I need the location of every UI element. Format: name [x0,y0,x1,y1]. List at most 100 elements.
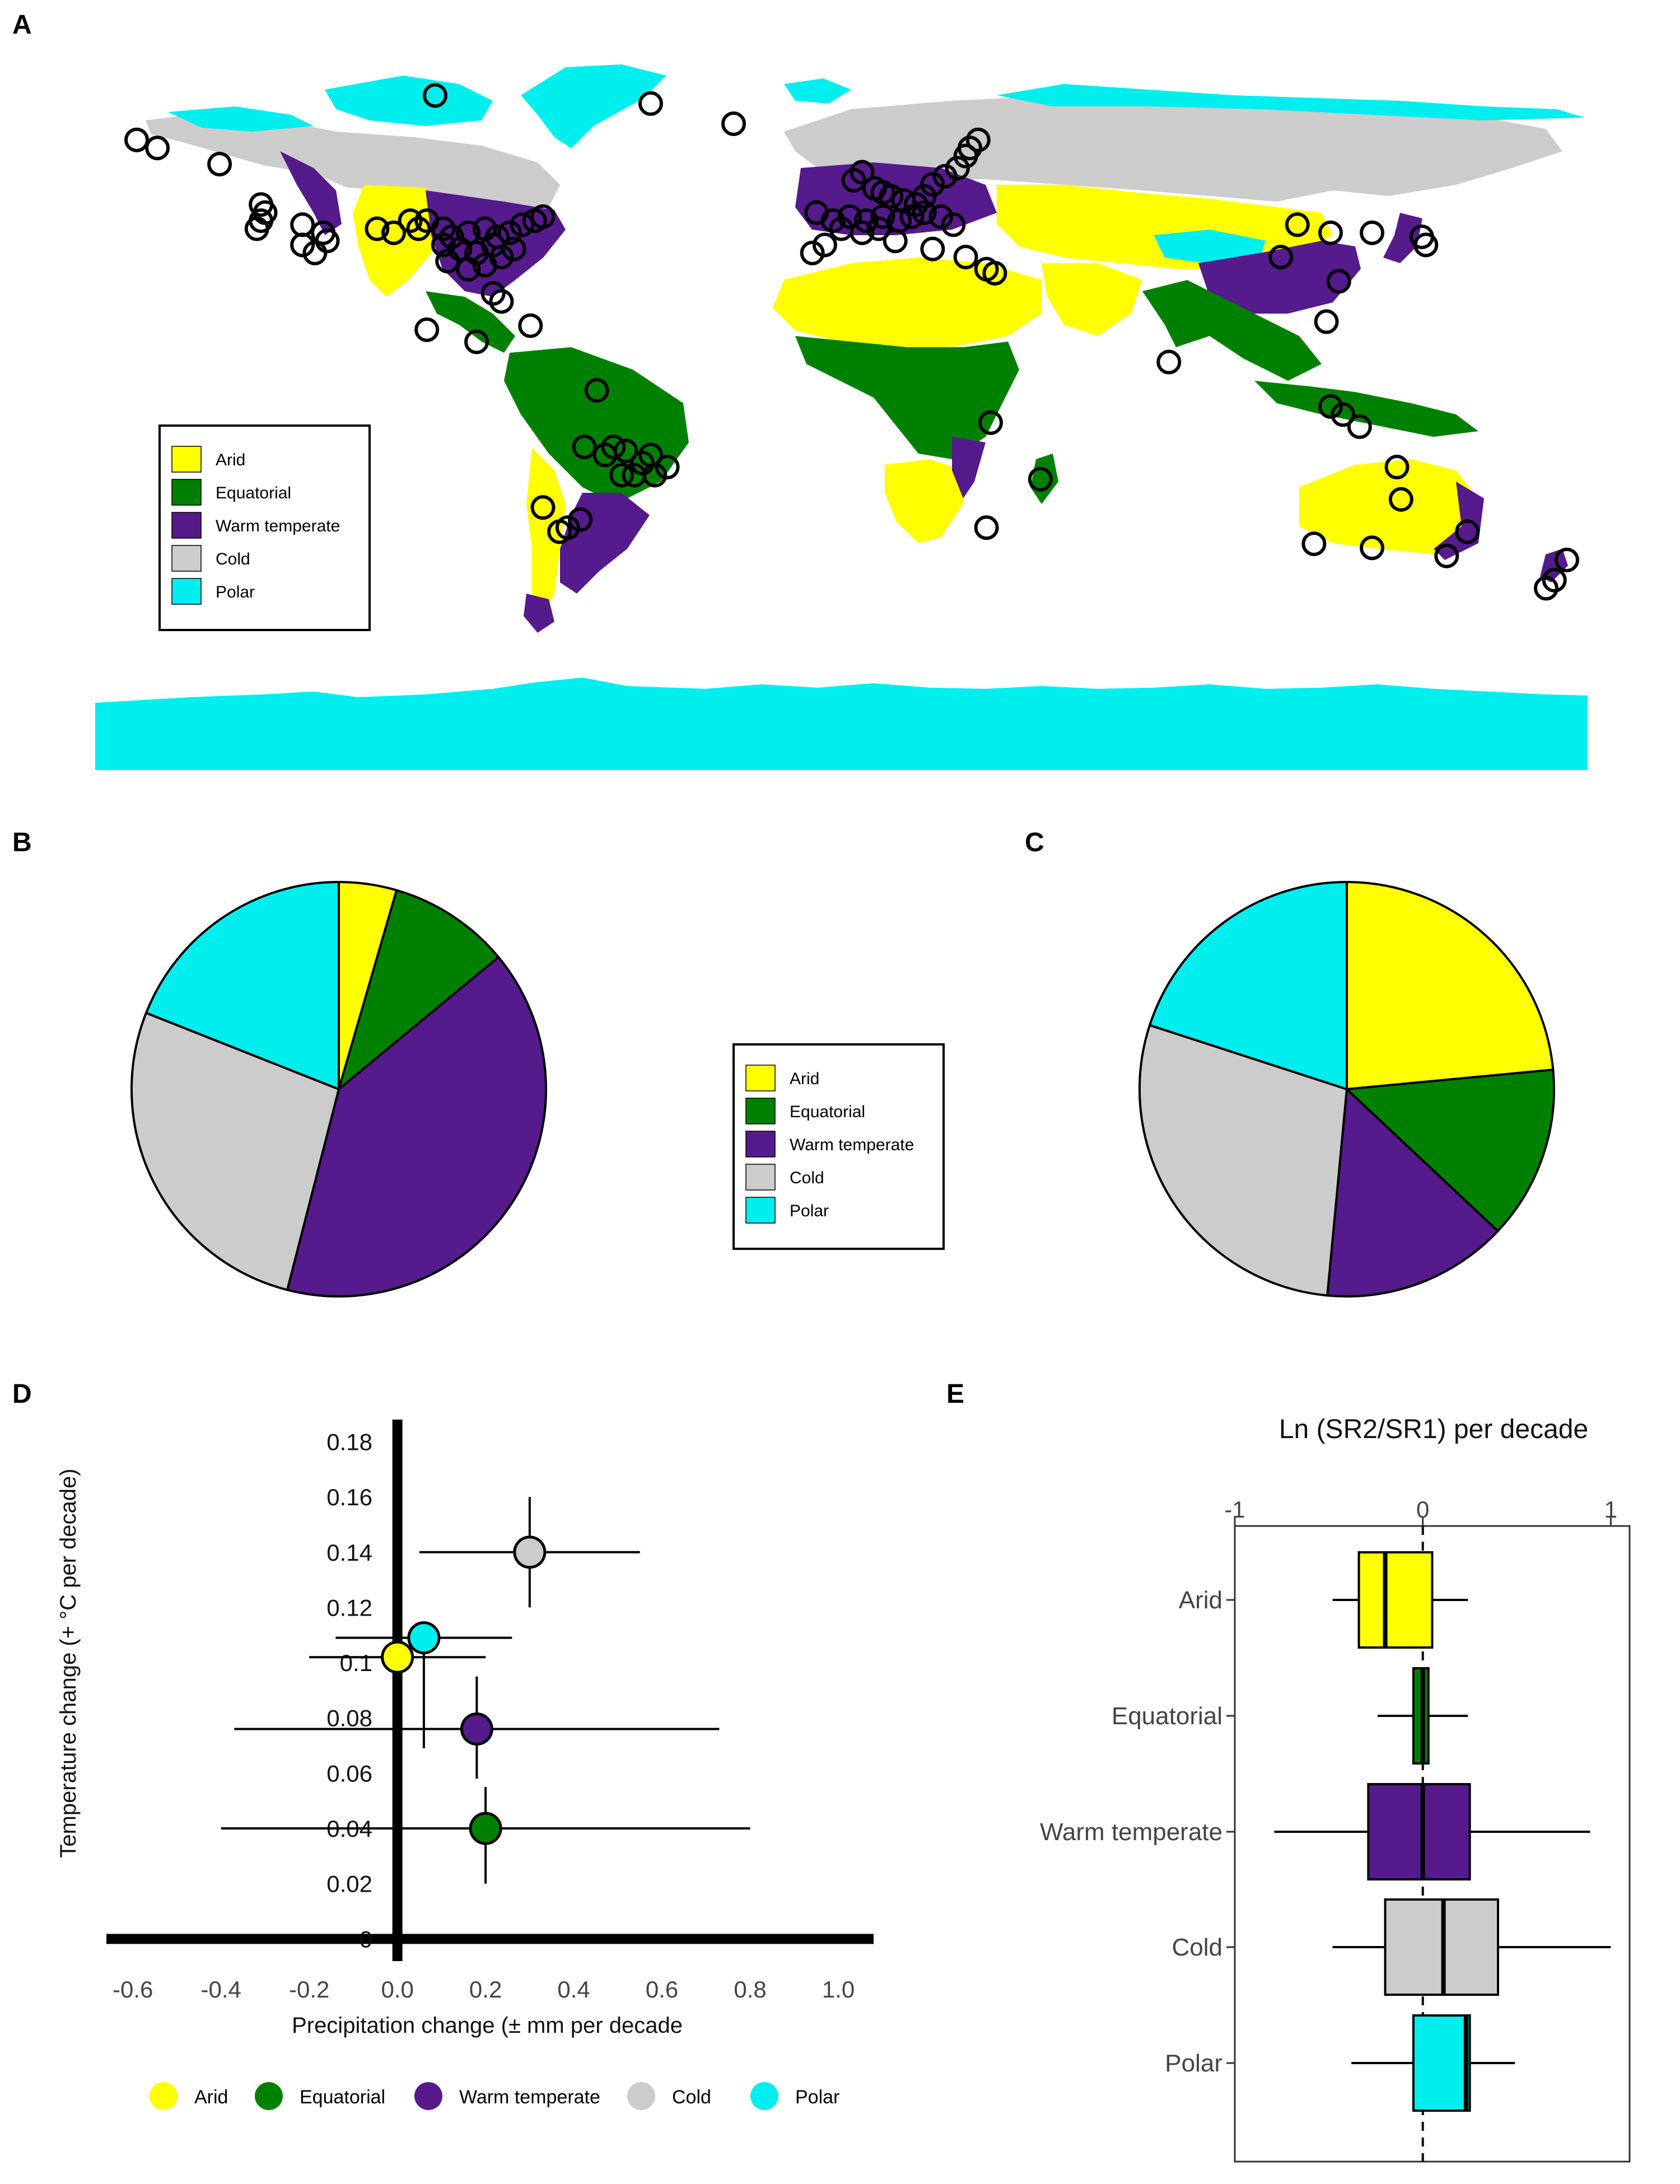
data-point-cold [513,1536,547,1569]
map-region-north-america-cold [146,112,560,213]
legend-dot-equatorial [255,2082,283,2110]
site-marker-92 [978,410,1003,435]
map-region-south-america-equatorial [504,347,689,504]
legend-swatch-warm-temperate [745,1131,776,1158]
legend-swatch-arid [745,1065,776,1091]
pie-slice-warm-temperate [286,955,547,1298]
scatter-chart-d: -0.6 -0.4 -0.2 0.0 0.2 0.4 0.6 0.8 1.000.020.040… [106,1420,874,2003]
site-marker-56 [638,91,663,116]
site-marker-48 [609,463,634,488]
site-marker-7 [244,216,269,241]
site-marker-107 [1384,455,1410,480]
pie-slice-polar [144,880,340,1091]
pie-chart-c [1138,880,1555,1298]
site-marker-65 [912,184,937,209]
site-marker-112 [1434,543,1459,568]
site-marker-8 [290,212,315,237]
y-tick-label-arid: Arid [1179,1586,1222,1614]
data-point-equatorial [469,1812,502,1845]
legend-swatch-equatorial [171,479,202,506]
site-marker-59 [841,167,866,193]
legend-label-polar: Polar [795,2087,839,2108]
boxplot-title: Ln (SR2/SR1) per decade [1279,1415,1588,1444]
site-marker-66 [920,172,945,197]
site-marker-39 [464,329,489,354]
map-region-eurasia-polar [997,84,1585,120]
site-marker-111 [1455,519,1480,544]
x-tick-label-d: 1.0 [822,1976,855,2003]
map-region-southern-africa-arid [885,459,963,543]
map-region-africa-equatorial [795,336,1019,459]
y-tick-label-d: 0.02 [326,1871,372,1897]
pie-legend: Arid Equatorial Warm temperate Cold Polar [732,1043,945,1250]
site-marker-35 [435,249,460,274]
site-marker-74 [837,204,862,229]
legend-swatch-arid [171,446,202,473]
site-marker-1 [145,136,170,161]
site-marker-0 [124,127,150,152]
map-region-australia-arid [1299,459,1478,554]
site-marker-87 [800,240,825,265]
legend-swatch-cold [745,1164,776,1191]
site-marker-34 [456,256,481,282]
legend-label-arid: Arid [790,1070,819,1088]
site-marker-50 [642,463,668,488]
site-marker-103 [1314,309,1339,334]
pie-slice-polar [1148,880,1348,1091]
map-region-patagonia [524,594,554,633]
legend-label-polar: Polar [216,583,255,601]
site-marker-110 [1360,535,1385,561]
site-marker-94 [1028,466,1053,492]
site-marker-2 [207,152,232,177]
site-marker-97 [1318,220,1343,245]
y-tick-label-d: 0.1 [340,1650,372,1676]
data-point-arid [381,1640,414,1674]
site-marker-108 [1388,487,1413,512]
map-region-africa-arid [773,258,1042,347]
site-marker-26 [530,204,556,229]
site-marker-55 [547,519,572,544]
x-tick-label-d: 0.2 [469,1976,502,2003]
site-marker-106 [1347,414,1372,439]
panel-a-map: A [12,10,1588,770]
legend-label-arid: Arid [216,451,245,469]
legend-label-warm-temperate: Warm temperate [216,517,340,535]
y-tick-label-d: 0.08 [326,1705,372,1732]
site-marker-13 [365,216,390,241]
panel-label-e: E [946,1379,964,1409]
map-region-indonesia [1254,381,1478,437]
x-axis-title-d: Precipitation change (± mm per decade [292,2013,683,2038]
map-region-arctic-islands [325,76,493,126]
site-marker-67 [932,164,958,189]
site-marker-11 [290,232,315,258]
site-marker-45 [613,438,638,464]
site-marker-23 [497,220,522,245]
site-marker-86 [883,228,908,254]
site-marker-98 [1360,220,1385,245]
site-marker-41 [584,378,609,403]
legend-dot-warm-temperate [414,2082,442,2110]
x-tick-label-e: -1 [1224,1496,1245,1523]
site-marker-95 [1156,349,1182,375]
map-site-markers [124,83,1579,601]
site-marker-70 [957,136,982,161]
legend-label-equatorial: Equatorial [790,1103,865,1121]
x-tick-label-e: 0 [1416,1496,1429,1523]
legend-swatch-equatorial [745,1098,776,1124]
x-tick-label-d: 0.8 [734,1976,766,2003]
y-tick-label-d: 0.16 [326,1484,372,1510]
box-arid [1357,1551,1434,1649]
legend-label-equatorial: Equatorial [216,484,291,502]
map-region-south-america-arid [526,448,566,616]
map-region-southern-africa-warm [952,437,986,498]
map-region-east-asia-warm [1198,241,1361,314]
site-marker-76 [870,204,895,229]
site-marker-89 [953,244,978,269]
y-tick-label-d: 0.14 [326,1539,372,1566]
site-marker-81 [941,212,966,237]
data-point-polar [407,1621,441,1655]
site-marker-109 [1301,531,1327,557]
legend-dot-cold [627,2082,655,2110]
y-tick-label-d: 0.06 [326,1760,372,1786]
